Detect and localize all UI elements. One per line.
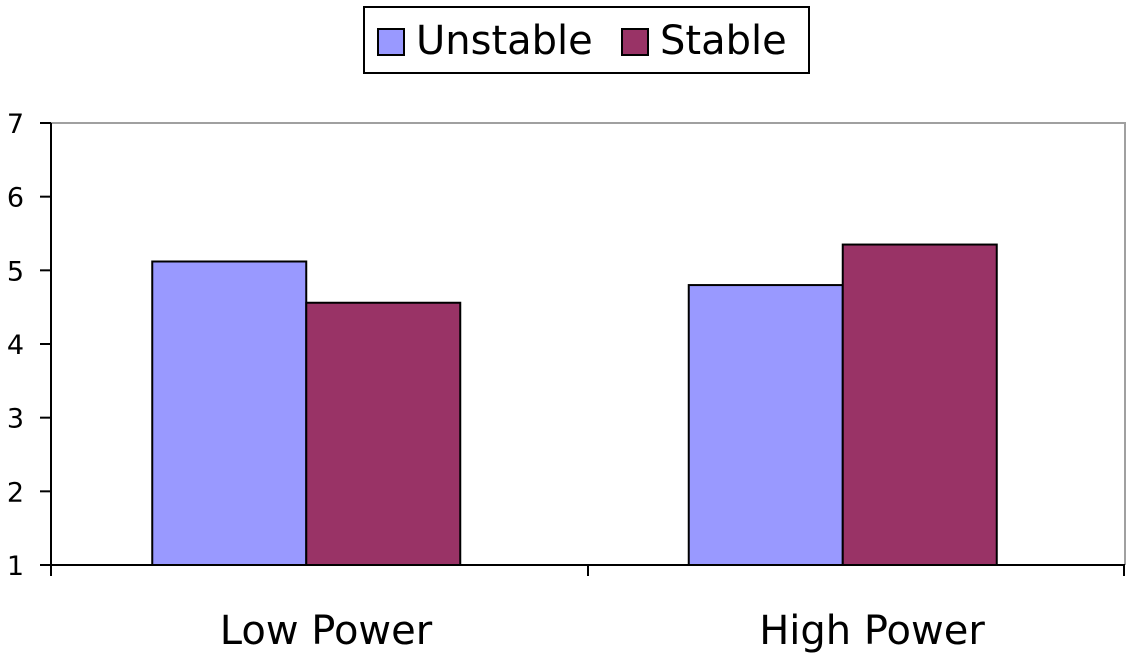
y-tick-label: 4 bbox=[7, 330, 24, 361]
bar-stable-low-power bbox=[305, 301, 462, 566]
legend-swatch-stable bbox=[621, 28, 649, 56]
y-tick-label: 5 bbox=[7, 256, 24, 287]
y-tick-label: 2 bbox=[7, 477, 24, 508]
legend: Unstable Stable bbox=[363, 6, 810, 74]
y-tick-label: 3 bbox=[7, 404, 24, 435]
legend-box bbox=[363, 6, 810, 74]
category-label-high-power: High Power bbox=[759, 608, 985, 654]
legend-label-stable: Stable bbox=[660, 18, 787, 64]
bar-stable-high-power bbox=[841, 243, 998, 567]
y-tick-label: 6 bbox=[7, 183, 24, 214]
y-tick-label: 7 bbox=[7, 109, 24, 140]
bar-unstable-high-power bbox=[687, 284, 844, 566]
bars-group bbox=[151, 243, 998, 567]
y-axis: 1 2 3 4 5 6 7 bbox=[7, 109, 51, 582]
legend-label-unstable: Unstable bbox=[416, 18, 593, 64]
category-label-low-power: Low Power bbox=[220, 608, 433, 654]
plot-area-border bbox=[51, 122, 1126, 565]
y-tick-label: 1 bbox=[7, 551, 24, 582]
bar-unstable-low-power bbox=[151, 260, 308, 566]
legend-swatch-unstable bbox=[377, 28, 405, 56]
